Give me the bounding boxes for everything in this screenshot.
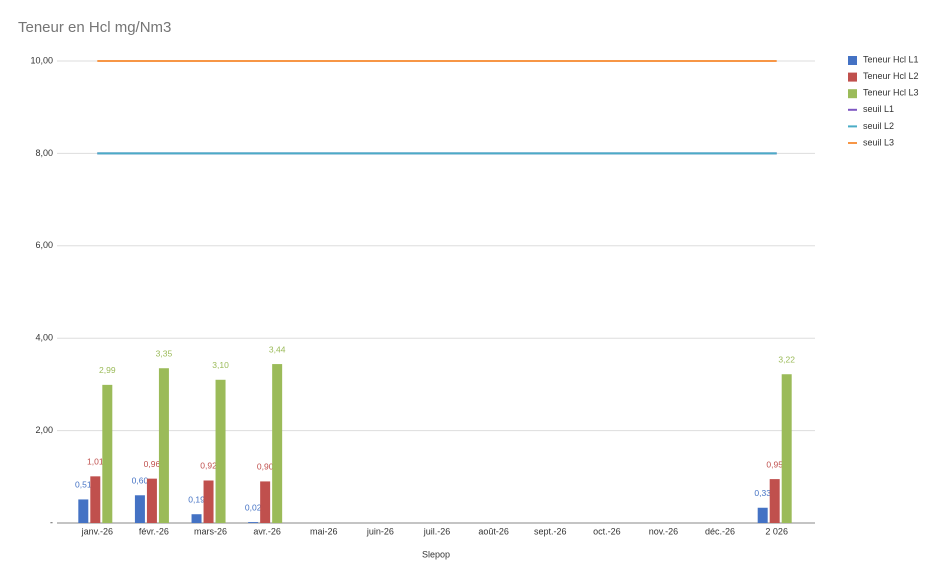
bar [134,495,145,523]
data-label: 0,19 [188,494,205,504]
data-label: 2,99 [99,365,116,375]
bar [191,514,202,523]
legend-swatch [848,56,857,65]
x-tick-label: août-26 [478,526,509,536]
bar [215,379,226,523]
x-axis-label: Slepop [422,549,450,559]
data-label: 0,51 [75,480,92,490]
x-tick-label: mai-26 [310,526,338,536]
data-label: 3,35 [156,348,173,358]
y-tick-label: 6,00 [35,240,53,250]
data-label: 0,60 [132,476,149,486]
bar [146,478,157,523]
y-tick-label: 4,00 [35,333,53,343]
y-tick-label: 2,00 [35,425,53,435]
data-label: 3,10 [212,360,229,370]
bar [78,499,89,523]
x-tick-label: déc.-26 [705,526,735,536]
bar [272,364,283,523]
data-label: 0,02 [245,502,262,512]
y-tick-label: - [50,517,53,527]
data-label: 0,92 [200,461,217,471]
legend-label: Teneur Hcl L3 [863,88,919,98]
bar [203,480,214,523]
bar [102,384,113,523]
legend-label: seuil L1 [863,104,894,114]
data-label: 3,44 [269,344,286,354]
data-label: 0,33 [754,488,771,498]
y-tick-label: 10,00 [30,55,53,65]
legend-label: Teneur Hcl L2 [863,71,919,81]
bar [781,374,792,523]
x-tick-label: sept.-26 [534,526,567,536]
x-tick-label: 2 026 [765,526,788,536]
data-label: 0,96 [144,459,161,469]
x-tick-label: avr.-26 [253,526,281,536]
bar [757,507,768,523]
data-label: 0,95 [766,459,783,469]
bar [158,368,169,523]
x-tick-label: févr.-26 [139,526,169,536]
legend-label: seuil L3 [863,137,894,147]
data-label: 1,01 [87,457,104,467]
bar [90,476,101,523]
x-tick-label: janv.-26 [81,526,113,536]
bar [769,479,780,523]
legend-label: seuil L2 [863,121,894,131]
legend-swatch [848,72,857,82]
legend-label: Teneur Hcl L1 [863,54,919,64]
x-tick-label: juil.-26 [423,526,451,536]
x-tick-label: nov.-26 [649,526,678,536]
legend-swatch [848,89,857,99]
data-label: 0,90 [257,462,274,472]
x-tick-label: juin-26 [366,526,394,536]
chart-title: Teneur en Hcl mg/Nm3 [18,19,171,36]
data-label: 3,22 [778,354,795,364]
y-tick-label: 8,00 [35,148,53,158]
bar [260,481,271,523]
x-tick-label: oct.-26 [593,526,621,536]
x-tick-label: mars-26 [194,526,227,536]
bar [248,522,259,523]
